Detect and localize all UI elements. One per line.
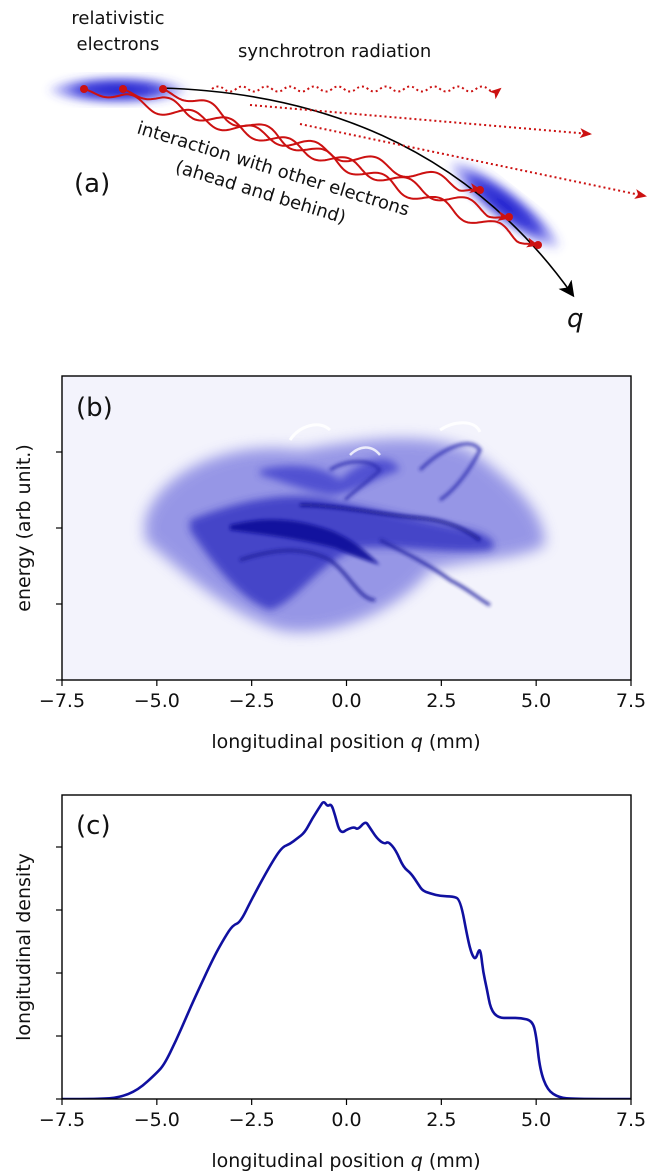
interaction-ray-1 — [83, 88, 482, 193]
electron-bunch-end — [447, 158, 563, 252]
x-tick-label: 0.0 — [331, 1109, 361, 1131]
electrons-label-line1: relativistic — [71, 8, 164, 29]
interaction-ray-3 — [162, 88, 539, 248]
x-tick-label: −2.5 — [229, 690, 275, 712]
electron-dot — [80, 85, 88, 93]
x-tick-label: −2.5 — [229, 1109, 275, 1131]
panel-c-x-ticks: −7.5 −5.0 −2.5 0.0 2.5 5.0 7.5 — [39, 1099, 646, 1131]
x-tick-label: −5.0 — [134, 690, 180, 712]
x-tick-label: 2.5 — [426, 1109, 456, 1131]
electron-dot — [119, 85, 127, 93]
panel-b-y-ticks — [56, 451, 62, 681]
panel-c-frame — [61, 794, 632, 1100]
x-tick-label: −5.0 — [134, 1109, 180, 1131]
radiation-ray-3 — [299, 123, 647, 199]
x-tick-label: 2.5 — [426, 690, 456, 712]
panel-b-x-axis-label: longitudinal position q (mm) — [211, 731, 480, 753]
panel-a-label: (a) — [74, 169, 110, 199]
panel-b-label: (b) — [76, 393, 113, 423]
panel-b: −7.5 −5.0 −2.5 0.0 2.5 5.0 7.5 (b) longitudina… — [13, 375, 646, 753]
x-tick-label: 7.5 — [616, 1109, 646, 1131]
x-tick-label: −7.5 — [39, 690, 85, 712]
electrons-label-line2: electrons — [77, 34, 160, 55]
x-tick-label: 5.0 — [521, 690, 551, 712]
radiation-label: synchrotron radiation — [238, 41, 431, 62]
electron-dot — [159, 85, 167, 93]
panel-b-y-axis-label: energy (arb unit.) — [13, 444, 35, 611]
electron-dot — [534, 241, 542, 249]
phase-space-density — [145, 421, 545, 632]
x-tick-label: 7.5 — [616, 690, 646, 712]
panel-b-x-ticks: −7.5 −5.0 −2.5 0.0 2.5 5.0 7.5 — [39, 680, 646, 712]
panel-a: relativistic electrons synchrotron radia… — [46, 8, 647, 334]
radiation-ray-2 — [249, 104, 592, 139]
panel-c-label: (c) — [76, 811, 111, 841]
panel-c-y-ticks — [56, 846, 62, 1100]
x-tick-label: −7.5 — [39, 1109, 85, 1131]
panel-c-y-axis-label: longitudinal density — [13, 853, 35, 1041]
electron-bunch-start — [46, 75, 190, 105]
electron-dot — [505, 213, 513, 221]
x-tick-label: 5.0 — [521, 1109, 551, 1131]
panel-c-x-axis-label: longitudinal position q (mm) — [211, 1150, 480, 1172]
radiation-ray-1 — [211, 85, 502, 100]
electron-dot — [476, 186, 484, 194]
panel-c: −7.5 −5.0 −2.5 0.0 2.5 5.0 7.5 (c) longitudina… — [13, 794, 646, 1172]
q-axis-label: q — [567, 304, 584, 334]
interaction-label: interaction with other electrons (ahead … — [135, 118, 412, 229]
density-series-line — [62, 800, 631, 1099]
x-tick-label: 0.0 — [331, 690, 361, 712]
